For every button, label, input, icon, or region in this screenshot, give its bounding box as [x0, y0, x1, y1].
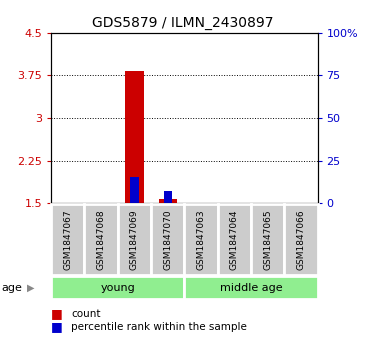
Text: GSM1847065: GSM1847065 — [263, 209, 272, 270]
Text: GSM1847064: GSM1847064 — [230, 209, 239, 270]
FancyBboxPatch shape — [284, 204, 318, 275]
Text: GSM1847063: GSM1847063 — [196, 209, 205, 270]
FancyBboxPatch shape — [118, 204, 151, 275]
FancyBboxPatch shape — [184, 204, 218, 275]
Bar — [158, 199, 177, 203]
Text: ■: ■ — [51, 307, 63, 321]
FancyBboxPatch shape — [84, 204, 118, 275]
Text: percentile rank within the sample: percentile rank within the sample — [71, 322, 247, 332]
Text: young: young — [100, 283, 135, 293]
Text: age: age — [2, 283, 23, 293]
Text: GDS5879 / ILMN_2430897: GDS5879 / ILMN_2430897 — [92, 16, 273, 30]
FancyBboxPatch shape — [184, 276, 318, 299]
FancyBboxPatch shape — [251, 204, 284, 275]
Text: GSM1847066: GSM1847066 — [296, 209, 306, 270]
FancyBboxPatch shape — [51, 276, 184, 299]
FancyBboxPatch shape — [51, 204, 84, 275]
Text: middle age: middle age — [220, 283, 282, 293]
Bar — [164, 191, 172, 203]
Text: GSM1847067: GSM1847067 — [63, 209, 72, 270]
Bar — [130, 177, 139, 203]
Text: ▶: ▶ — [27, 283, 34, 293]
Text: GSM1847070: GSM1847070 — [163, 209, 172, 270]
Text: GSM1847069: GSM1847069 — [130, 209, 139, 270]
Text: count: count — [71, 309, 101, 319]
Text: ■: ■ — [51, 320, 63, 333]
FancyBboxPatch shape — [218, 204, 251, 275]
FancyBboxPatch shape — [151, 204, 184, 275]
Text: GSM1847068: GSM1847068 — [97, 209, 105, 270]
Bar — [125, 71, 143, 203]
